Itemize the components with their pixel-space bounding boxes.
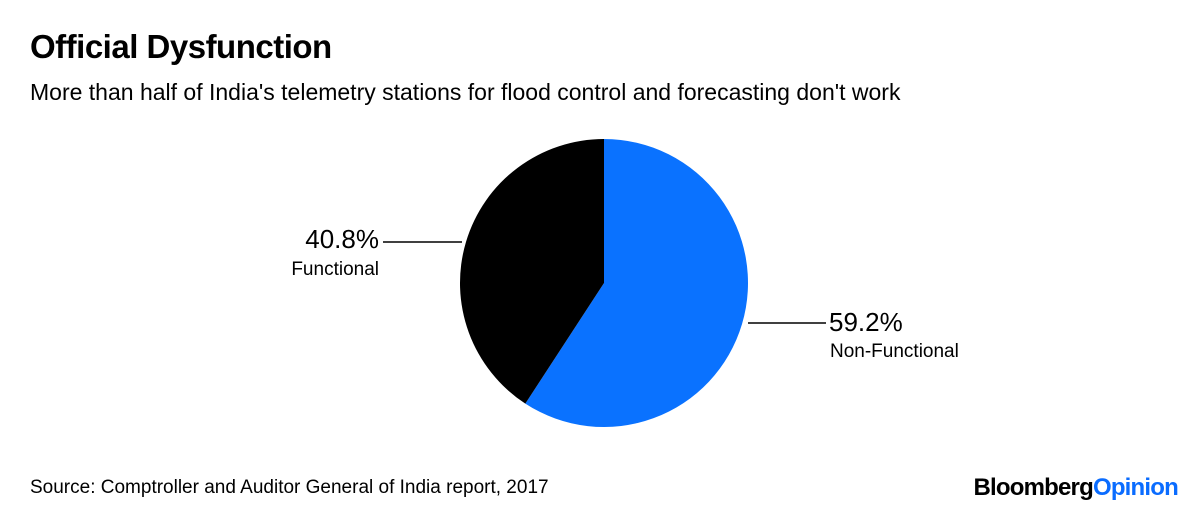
logo-opinion: Opinion — [1092, 474, 1179, 501]
pie-slice-non-functional — [525, 139, 748, 427]
source-note: Source: Comptroller and Auditor General … — [30, 477, 549, 498]
value-label-non-functional: 59.2% — [829, 307, 903, 337]
category-label-non-functional: Non-Functional — [830, 341, 959, 362]
chart-subtitle: More than half of India's telemetry stat… — [30, 79, 901, 105]
bloomberg-opinion-logo: BloombergOpinion — [973, 474, 1178, 502]
chart-title: Official Dysfunction — [30, 28, 332, 65]
pie-slice-functional — [460, 139, 604, 404]
category-label-functional: Functional — [291, 259, 379, 280]
logo-bloomberg: Bloomberg — [973, 474, 1093, 501]
value-label-functional: 40.8% — [305, 224, 379, 254]
